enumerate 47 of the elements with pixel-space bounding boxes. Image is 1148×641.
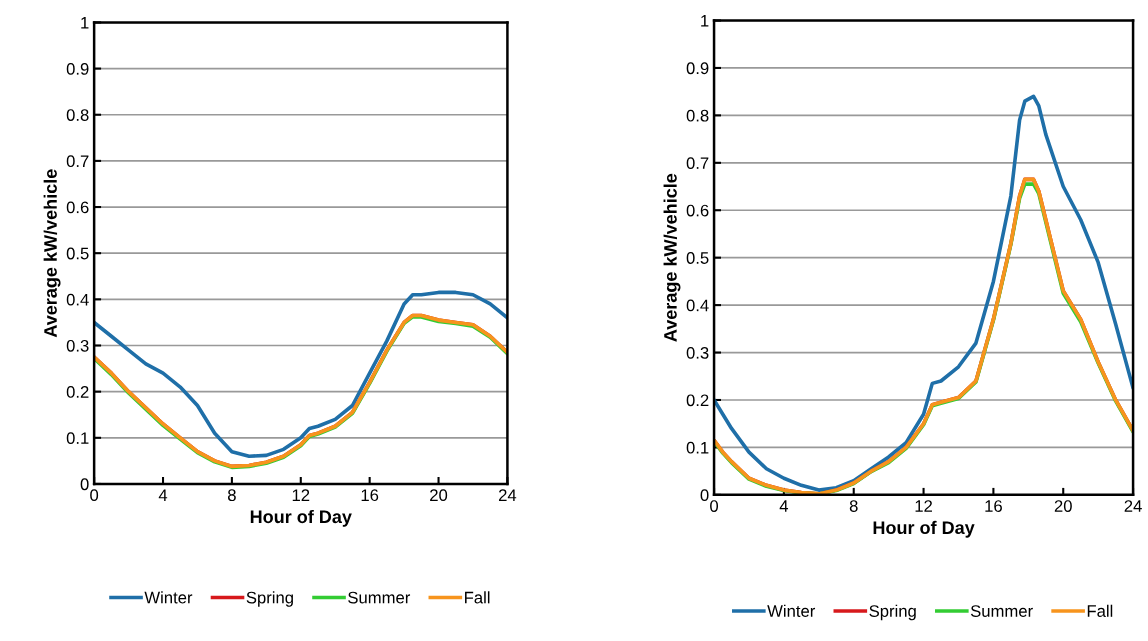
y-tick-label: 0.8: [686, 109, 709, 122]
y-tick-label: 0.9: [66, 62, 89, 75]
x-tick-label: 0: [710, 500, 719, 512]
legend-label: Winter: [767, 604, 816, 617]
x-tick-label: 20: [430, 489, 448, 502]
y-tick-label: 0.6: [686, 204, 709, 217]
legend-label: Winter: [144, 591, 193, 604]
y-tick-label: 0.4: [66, 293, 89, 306]
legend-label: Summer: [348, 591, 411, 604]
x-tick-label: 8: [227, 489, 236, 502]
x-tick-label: 20: [1054, 500, 1072, 512]
x-tick-label: 24: [498, 489, 517, 501]
y-tick-label: 0.4: [686, 299, 709, 312]
x-tick-label: 4: [779, 500, 789, 512]
x-tick-label: 16: [985, 500, 1002, 512]
y-tick-label: 0.7: [66, 155, 89, 168]
y-axis-title: Average kW/vehicle: [43, 169, 61, 338]
y-tick-label: 0.7: [686, 157, 709, 170]
legend-label: Spring: [246, 591, 293, 607]
legend-label: Fall: [1087, 604, 1113, 617]
y-tick-label: 0.1: [66, 432, 89, 445]
y-tick-label: 0.5: [66, 247, 89, 260]
y-tick-label: 0.8: [66, 109, 89, 121]
x-tick-label: 8: [849, 500, 858, 512]
x-tick-label: 12: [915, 500, 932, 512]
y-tick-label: 0.6: [66, 201, 89, 214]
x-axis-title: Hour of Day: [250, 509, 352, 527]
y-tick-label: 0: [80, 478, 89, 491]
y-tick-label: 1: [701, 15, 709, 27]
x-axis-title: Hour of Day: [873, 520, 975, 538]
y-tick-label: 0.2: [66, 386, 89, 398]
legend-label: Fall: [465, 591, 490, 604]
y-tick-label: 0.3: [686, 346, 709, 359]
y-tick-label: 0.9: [686, 62, 709, 75]
x-tick-label: 12: [292, 489, 310, 501]
x-tick-label: 16: [361, 489, 379, 502]
y-tick-label: 0.2: [686, 394, 709, 407]
x-tick-label: 0: [90, 489, 99, 502]
x-tick-label: 24: [1124, 500, 1142, 512]
y-tick-label: 0.3: [66, 339, 89, 352]
x-tick-label: 4: [158, 489, 168, 501]
y-axis-title: Average kW/vehicle: [663, 173, 681, 342]
legend-label: Spring: [869, 604, 916, 621]
y-tick-label: 0.5: [686, 252, 709, 264]
y-tick-label: 1: [81, 17, 89, 29]
legend-label: Summer: [970, 605, 1033, 617]
y-tick-label: 0.1: [686, 441, 709, 454]
